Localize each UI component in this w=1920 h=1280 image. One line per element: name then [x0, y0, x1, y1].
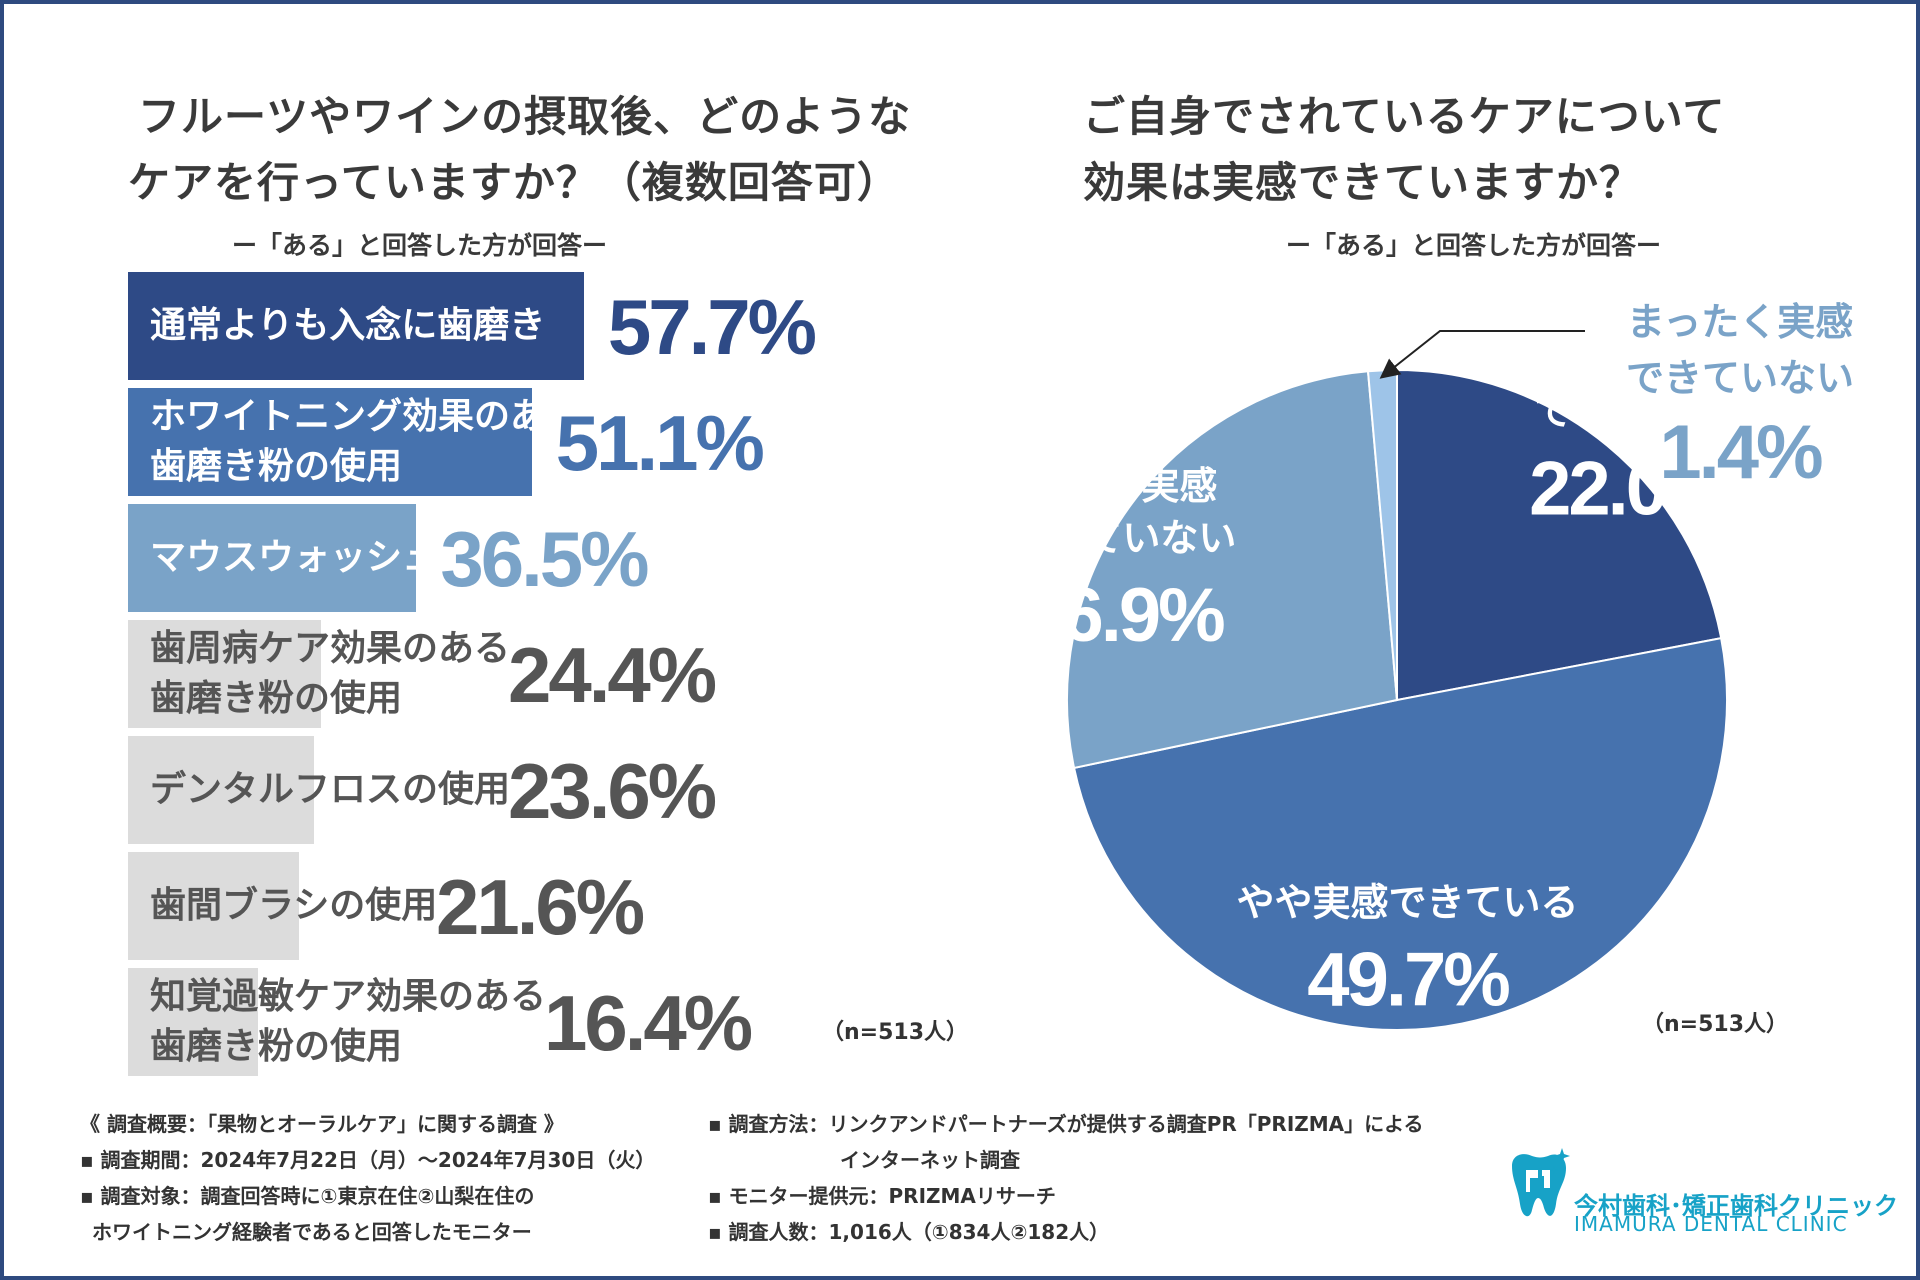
pie-label-text: できている — [1534, 389, 1724, 433]
pie-value-label: 49.7% — [1307, 938, 1509, 1023]
survey-period: ▪ 調査期間：2024年7月22日（月）～2024年7月30日（火） — [80, 1148, 656, 1172]
bar-chart-sample-size: （n=513人） — [822, 1020, 969, 1045]
survey-method-line2: インターネット調査 — [840, 1148, 1020, 1172]
bar-chart-subtitle: ー「ある」と回答した方が回答ー — [232, 231, 608, 260]
bar-chart-title-line1: フルーツやワインの摂取後、どのような — [138, 92, 912, 141]
pie-value-label: 1.4% — [1659, 410, 1822, 495]
pie-label-text: あまり実感 — [1027, 464, 1217, 508]
pie-chart-subtitle: ー「ある」と回答した方が回答ー — [1286, 231, 1662, 260]
pie-label-text: かなり実感 — [1534, 337, 1724, 381]
tooth-logo-icon — [1512, 1148, 1570, 1217]
pie-value-label: 22.0% — [1529, 446, 1731, 531]
survey-overview: 《 調査概要：「果物とオーラルケア」に関する調査 》 — [80, 1112, 564, 1136]
pie-chart-title-line2: 効果は実感できていますか？ — [1083, 158, 1643, 207]
pie-chart-title-line1: ご自身でされているケアについて — [1083, 92, 1726, 141]
bar-chart-title-line2: ケアを行っていますか？（複数回答可） — [128, 158, 900, 207]
clinic-name-en: IMAMURA DENTAL CLINIC — [1574, 1212, 1848, 1236]
pie-slice-2 — [1072, 636, 1728, 1031]
pie-label-text: できていない — [1008, 516, 1236, 560]
survey-method-line1: ▪ 調査方法：リンクアンドパートナーズが提供する調査PR「PRIZMA」による — [708, 1112, 1424, 1136]
survey-monitor: ▪ モニター提供元：PRIZMAリサーチ — [708, 1184, 1056, 1208]
pie-label-2: やや実感できている 49.7% — [1237, 881, 1579, 1023]
pie-label-text: できていない — [1626, 356, 1854, 400]
pie-chart-sample-size: （n=513人） — [1642, 1012, 1789, 1037]
callout-arrow — [1379, 330, 1585, 379]
survey-target-line2: ホワイトニング経験者であると回答したモニター — [92, 1220, 532, 1244]
pie-label-text: まったく実感 — [1627, 300, 1853, 344]
survey-target-line1: ▪ 調査対象：調査回答時に①東京在住②山梨在住の — [80, 1184, 535, 1208]
pie-label-text: やや実感できている — [1237, 881, 1579, 925]
pie-slice-3 — [1066, 370, 1399, 770]
pie-slice-1 — [1396, 368, 1723, 702]
survey-count: ▪ 調査人数：1,016人（①834人②182人） — [708, 1220, 1110, 1244]
pie-value-label: 26.9% — [1022, 573, 1224, 658]
clinic-name-jp: 今村歯科･矯正歯科クリニック — [1574, 1192, 1898, 1220]
